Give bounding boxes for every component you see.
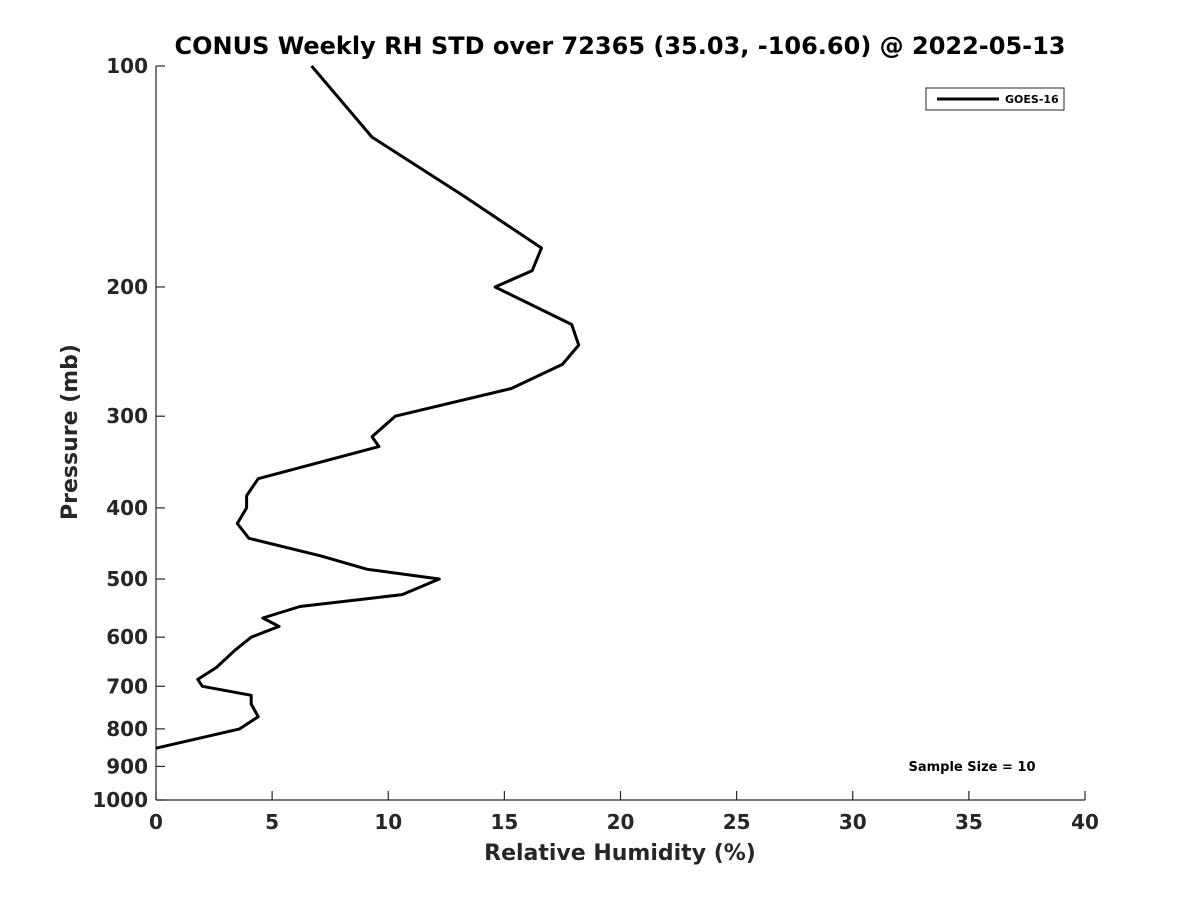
- x-tick-label: 40: [1071, 810, 1099, 834]
- y-tick-label: 900: [106, 754, 148, 778]
- y-tick-label: 500: [106, 567, 148, 591]
- x-tick-label: 0: [149, 810, 163, 834]
- x-tick-label: 20: [607, 810, 635, 834]
- y-tick-label: 1000: [92, 788, 148, 812]
- y-tick-label: 400: [106, 496, 148, 520]
- x-tick-label: 25: [723, 810, 751, 834]
- y-tick-label: 300: [106, 404, 148, 428]
- legend-label-goes-16: GOES-16: [1005, 93, 1059, 106]
- y-tick-label: 100: [106, 54, 148, 78]
- x-tick-label: 15: [490, 810, 518, 834]
- chart-title: CONUS Weekly RH STD over 72365 (35.03, -…: [174, 32, 1065, 60]
- x-tick-label: 10: [374, 810, 402, 834]
- y-tick-label: 700: [106, 674, 148, 698]
- y-tick-label: 200: [106, 275, 148, 299]
- y-tick-label: 600: [106, 625, 148, 649]
- plot-series: [155, 65, 581, 750]
- axes: [155, 66, 1085, 801]
- x-axis-label: Relative Humidity (%): [484, 841, 756, 866]
- x-tick-label: 5: [265, 810, 279, 834]
- legend: GOES-16: [925, 87, 1065, 111]
- ticks: 0 5 10 15 20 25 30 35 40 100 200 300 400 500 600 700 800…: [92, 54, 1099, 834]
- y-tick-label: 800: [106, 717, 148, 741]
- series-line-goes-16: [155, 65, 581, 750]
- y-axis-label: Pressure (mb): [58, 344, 83, 520]
- x-tick-label: 30: [839, 810, 867, 834]
- sample-size-annotation: Sample Size = 10: [908, 760, 1035, 775]
- x-tick-label: 35: [955, 810, 983, 834]
